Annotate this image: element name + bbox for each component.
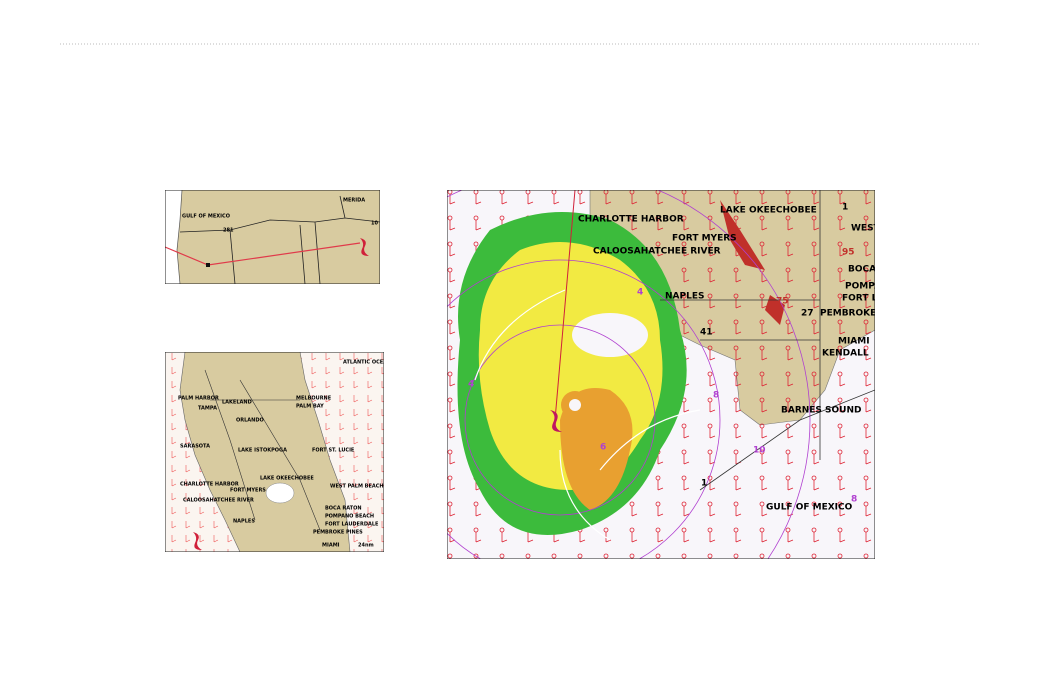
map-label: LAKE OKEECHOBEE	[260, 476, 314, 482]
map-label: LAKELAND	[222, 400, 252, 406]
route	[554, 190, 576, 421]
map-label: PALM BAY	[296, 404, 324, 410]
map-label: KENDALL	[822, 349, 869, 359]
storm-icon	[193, 532, 202, 550]
scale-label: 24nm	[358, 543, 374, 549]
radar-red	[765, 295, 785, 325]
roads	[179, 195, 380, 284]
map-shape	[447, 259, 721, 559]
map-label: FORT MYERS	[230, 488, 266, 494]
radar-red	[720, 200, 765, 270]
roads	[204, 369, 321, 531]
shield-label: 95	[842, 248, 855, 258]
map-label: SARASOTA	[180, 444, 210, 450]
map-label: MERIDA	[343, 198, 365, 204]
storm-icon	[550, 410, 562, 432]
map-label: PALM HARBOR	[178, 396, 219, 402]
map-label: CHARLOTTE HARBOR	[578, 215, 684, 225]
isobar-label: 4	[637, 288, 643, 298]
shield-label: 1	[701, 479, 707, 489]
map-route: GULF OF MEXICO MERIDA 281 10	[165, 190, 380, 284]
map-wind: ATLANTIC OCEAN PALM HARBOR TAMPA LAKELAN…	[165, 352, 391, 552]
map-label: NAPLES	[665, 292, 704, 302]
isobar-label: 8	[851, 495, 857, 505]
land	[165, 190, 380, 284]
road-label: 281	[223, 228, 234, 234]
map-shape	[474, 289, 701, 541]
map-label: FORT LAUDERDALE	[325, 522, 379, 528]
roads	[660, 190, 875, 491]
map-label: PEMBROKE PINES	[313, 530, 363, 536]
map-label: PEMBROKE	[820, 309, 876, 319]
map-shape	[464, 324, 656, 516]
lake	[265, 482, 295, 504]
map-label: GULF OF MEXICO	[182, 214, 230, 220]
waypoint	[206, 263, 210, 267]
map-label: BOCA RATON	[325, 506, 362, 512]
eye	[569, 399, 581, 411]
storm-track	[474, 289, 701, 541]
isobars	[447, 190, 811, 559]
map-label: MIAMI	[838, 337, 870, 347]
map-label: WEST	[851, 224, 881, 234]
map-label: CALOOSAHATCHEE RIVER	[183, 498, 254, 504]
map-label: BARNES SOUND	[781, 406, 862, 416]
map-label: MIAMI	[322, 543, 340, 549]
map-label: MELBOURNE	[296, 396, 332, 402]
map-label: WEST PALM BEACH	[330, 484, 384, 490]
map-label: LAKE ISTOKPOGA	[238, 448, 287, 454]
map-label: GULF OF MEXICO	[766, 503, 853, 513]
radar-gap	[572, 313, 648, 357]
map-label: BOCA	[848, 265, 876, 275]
road-label: 10	[371, 221, 378, 227]
map-label: CALOOSAHATCHEE RIVER	[593, 247, 721, 257]
map-label: POMPANO BEACH	[325, 514, 374, 520]
map-label: LAKE OKEECHOBEE	[720, 206, 817, 216]
map-radar: CHARLOTTE HARBOR LAKE OKEECHOBEE FORT MY…	[447, 190, 881, 559]
shield-label: 41	[700, 328, 713, 338]
shield-label: 27	[801, 309, 814, 319]
map-label: ATLANTIC OCEAN	[343, 360, 391, 366]
map-label: FORT MYERS	[672, 234, 737, 244]
map-label: NAPLES	[233, 519, 255, 525]
florida	[179, 352, 351, 552]
isobar-label: 4	[468, 380, 474, 390]
map-label: FORT ST. LUCIE	[312, 448, 355, 454]
storm-icon	[360, 238, 369, 256]
isobar-label: 10	[753, 446, 766, 456]
map-label: ORLANDO	[236, 418, 264, 424]
shield-label: 1	[842, 203, 848, 213]
shield-label: 75	[776, 297, 789, 307]
map-label: FORT L	[842, 294, 878, 304]
map-label: CHARLOTTE HARBOR	[180, 482, 239, 488]
map-shape	[447, 190, 811, 559]
coast	[176, 190, 183, 284]
isobar-label: 6	[600, 443, 606, 453]
map-label: POMPA	[845, 282, 881, 292]
map-label: TAMPA	[198, 406, 217, 412]
isobar-label: 8	[713, 391, 719, 401]
